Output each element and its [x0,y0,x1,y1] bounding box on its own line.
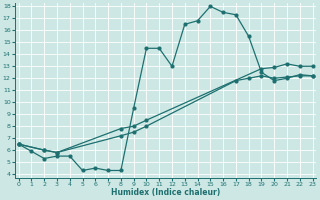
X-axis label: Humidex (Indice chaleur): Humidex (Indice chaleur) [111,188,220,197]
